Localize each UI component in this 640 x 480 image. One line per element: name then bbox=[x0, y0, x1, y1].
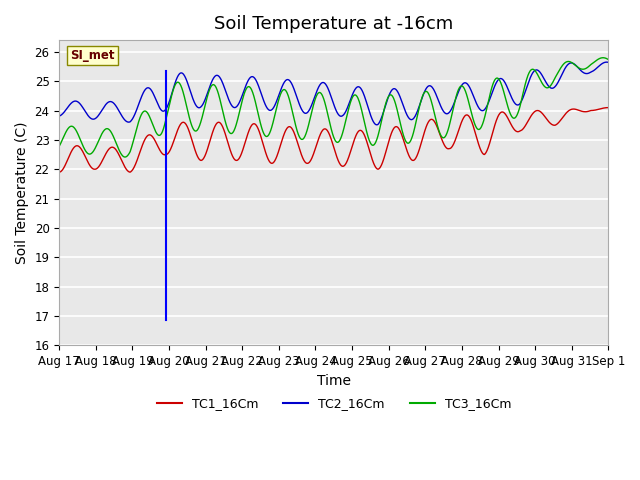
TC2_16Cm bbox=[262, 102, 269, 108]
Text: SI_met: SI_met bbox=[70, 49, 115, 62]
Line: TC1_16Cm: TC1_16Cm bbox=[60, 108, 608, 172]
TC3_16Cm bbox=[110, 135, 118, 141]
TC2_16Cm bbox=[99, 107, 106, 112]
TC3_16Cm bbox=[99, 130, 106, 135]
TC3_16Cm bbox=[604, 57, 612, 62]
TC3_16Cm bbox=[599, 55, 607, 60]
Y-axis label: Soil Temperature (C): Soil Temperature (C) bbox=[15, 121, 29, 264]
TC2_16Cm bbox=[110, 101, 118, 107]
TC2_16Cm bbox=[373, 122, 381, 128]
TC1_16Cm bbox=[497, 110, 504, 116]
Title: Soil Temperature at -16cm: Soil Temperature at -16cm bbox=[214, 15, 453, 33]
TC3_16Cm bbox=[515, 108, 522, 114]
TC3_16Cm bbox=[588, 61, 596, 67]
TC3_16Cm bbox=[121, 154, 129, 160]
TC1_16Cm bbox=[588, 108, 595, 113]
TC3_16Cm bbox=[262, 133, 269, 139]
TC1_16Cm bbox=[515, 129, 522, 134]
Line: TC2_16Cm: TC2_16Cm bbox=[60, 62, 608, 125]
TC2_16Cm bbox=[497, 76, 504, 82]
TC2_16Cm bbox=[515, 102, 522, 108]
TC1_16Cm bbox=[262, 149, 269, 155]
TC1_16Cm bbox=[110, 145, 118, 151]
TC2_16Cm bbox=[588, 69, 596, 74]
TC1_16Cm bbox=[56, 169, 63, 175]
TC2_16Cm bbox=[604, 60, 612, 65]
Line: TC3_16Cm: TC3_16Cm bbox=[60, 58, 608, 157]
TC1_16Cm bbox=[99, 157, 106, 163]
TC3_16Cm bbox=[56, 144, 63, 149]
TC3_16Cm bbox=[497, 79, 504, 85]
TC1_16Cm bbox=[604, 105, 612, 110]
X-axis label: Time: Time bbox=[317, 373, 351, 387]
TC2_16Cm bbox=[56, 113, 63, 119]
TC2_16Cm bbox=[603, 59, 611, 65]
Legend: TC1_16Cm, TC2_16Cm, TC3_16Cm: TC1_16Cm, TC2_16Cm, TC3_16Cm bbox=[152, 392, 516, 415]
